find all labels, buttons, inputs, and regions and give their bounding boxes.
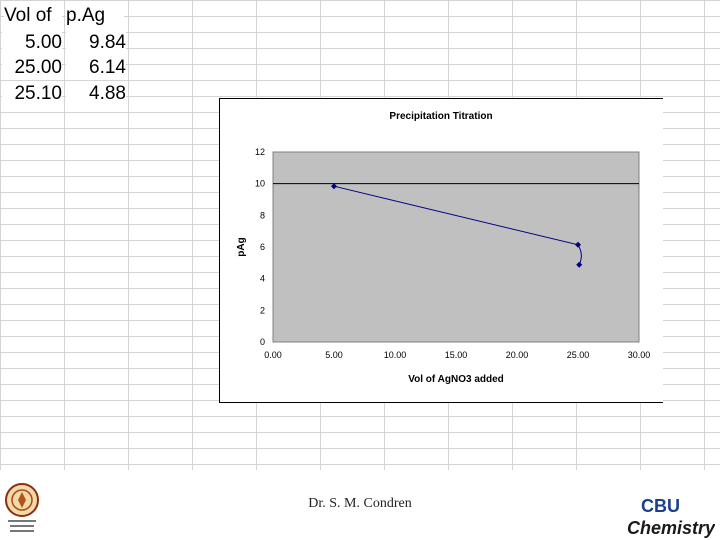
data-point xyxy=(575,241,581,248)
y-tick-label: 0 xyxy=(260,337,265,347)
cell-pag-3: 4.88 xyxy=(66,82,126,106)
y-tick-label: 4 xyxy=(260,274,265,284)
x-tick-label: 30.00 xyxy=(628,350,651,360)
plot-area xyxy=(272,151,640,343)
chart-title: Precipitation Titration xyxy=(389,111,492,122)
data-point xyxy=(331,183,337,190)
y-tick-label: 12 xyxy=(255,147,265,157)
svg-text:Chemistry: Chemistry xyxy=(627,518,715,538)
x-tick-label: 20.00 xyxy=(506,350,529,360)
header-vol: Vol of xyxy=(4,4,62,28)
university-seal-icon xyxy=(5,483,39,532)
x-tick-label: 10.00 xyxy=(384,350,407,360)
y-tick-label: 2 xyxy=(260,305,265,315)
chart-container: Precipitation Titration 0 2 4 6 8 10 12 0.00 5.… xyxy=(219,98,663,403)
chart-svg: Precipitation Titration 0 2 4 6 8 10 12 0.00 5.… xyxy=(236,111,650,385)
y-tick-label: 8 xyxy=(260,210,265,220)
cell-vol-3: 25.10 xyxy=(2,82,62,106)
cbu-chemistry-logo: CBU Chemistry xyxy=(627,496,715,538)
cell-pag-2: 6.14 xyxy=(66,56,126,80)
x-axis-label: Vol of AgNO3 added xyxy=(408,374,504,385)
header-pag: p.Ag xyxy=(66,4,124,28)
cell-vol-2: 25.00 xyxy=(2,56,62,80)
cell-vol-1: 5.00 xyxy=(2,31,62,55)
x-tick-label: 5.00 xyxy=(325,350,343,360)
y-tick-label: 6 xyxy=(260,242,265,252)
x-tick-label: 0.00 xyxy=(264,350,282,360)
cell-pag-1: 9.84 xyxy=(66,31,126,55)
y-tick-label: 10 xyxy=(255,179,265,189)
data-point xyxy=(576,261,583,268)
x-tick-label: 25.00 xyxy=(567,350,590,360)
data-points xyxy=(331,183,583,268)
x-tick-label: 15.00 xyxy=(445,350,468,360)
y-axis-label: pAg xyxy=(236,237,247,256)
footer-author: Dr. S. M. Condren xyxy=(308,496,412,511)
x-axis-ticks: 0.00 5.00 10.00 15.00 20.00 25.00 30.00 xyxy=(264,350,650,360)
y-axis-ticks: 0 2 4 6 8 10 12 xyxy=(255,147,265,347)
svg-text:CBU: CBU xyxy=(641,496,680,516)
